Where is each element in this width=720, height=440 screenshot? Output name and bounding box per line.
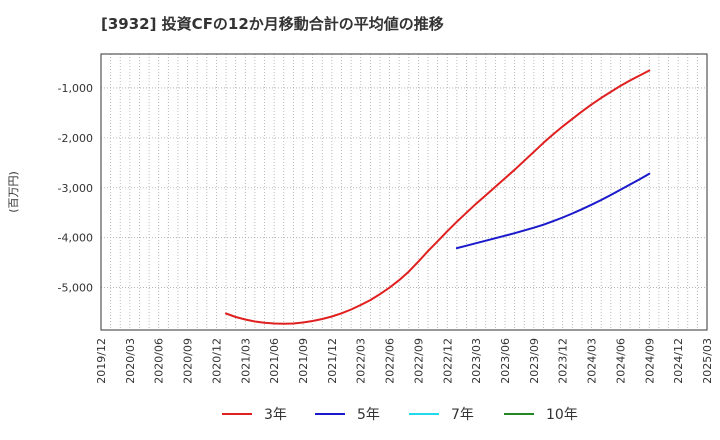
x-tick-label: 2022/09 <box>412 338 425 384</box>
legend-label: 7年 <box>451 407 474 423</box>
y-tick-label: -1,000 <box>58 82 93 95</box>
plot-area-frame <box>100 53 708 331</box>
y-tick-label: -2,000 <box>58 132 93 145</box>
y-axis-label: (百万円) <box>7 171 20 213</box>
x-tick-label: 2023/03 <box>470 338 483 384</box>
series-line-5年 <box>455 172 651 250</box>
legend-entry: 5年 <box>315 407 380 423</box>
chart-title: [3932] 投資CFの12か月移動合計の平均値の推移 <box>101 15 444 33</box>
x-tick-label: 2022/12 <box>441 338 454 384</box>
x-tick-label: 2019/12 <box>95 338 108 384</box>
x-tick-label: 2024/03 <box>586 338 599 384</box>
x-tick-label: 2025/03 <box>701 338 714 384</box>
x-tick-label: 2021/09 <box>297 338 310 384</box>
x-tick-label: 2020/03 <box>124 338 137 384</box>
y-tick-label: -3,000 <box>58 182 93 195</box>
x-tick-label: 2023/06 <box>499 338 512 384</box>
x-tick-label: 2024/06 <box>614 338 627 384</box>
x-axis-ticks: 2019/12 2020/03 2020/06 2020/09 2020/12 2021/… <box>95 338 714 384</box>
legend-entry: 10年 <box>504 407 578 423</box>
x-tick-label: 2022/03 <box>355 338 368 384</box>
y-axis-ticks: -1,000 -2,000 -3,000 -4,000 -5,000 <box>58 82 93 295</box>
x-tick-label: 2022/06 <box>384 338 397 384</box>
series-line-3年 <box>225 69 651 325</box>
x-tick-label: 2023/09 <box>528 338 541 384</box>
x-tick-label: 2024/12 <box>672 338 685 384</box>
x-tick-label: 2024/09 <box>643 338 656 384</box>
grid-lines <box>101 54 707 330</box>
x-tick-label: 2021/06 <box>268 338 281 384</box>
legend-label: 10年 <box>546 407 578 423</box>
legend-label: 3年 <box>264 407 287 423</box>
y-tick-label: -5,000 <box>58 282 93 295</box>
legend: 3年 5年 7年 10年 <box>222 407 578 423</box>
series-lines <box>225 69 651 325</box>
legend-entry: 7年 <box>409 407 474 423</box>
legend-label: 5年 <box>357 407 380 423</box>
x-tick-label: 2020/12 <box>210 338 223 384</box>
legend-entry: 3年 <box>222 407 287 423</box>
x-tick-label: 2023/12 <box>557 338 570 384</box>
x-tick-label: 2021/03 <box>239 338 252 384</box>
x-tick-label: 2021/12 <box>326 338 339 384</box>
x-tick-label: 2020/09 <box>182 338 195 384</box>
x-tick-label: 2020/06 <box>153 338 166 384</box>
y-tick-label: -4,000 <box>58 232 93 245</box>
